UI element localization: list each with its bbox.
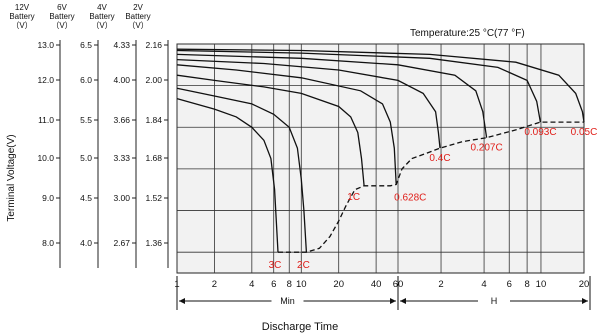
- y-axis-tick-label: 3.66: [113, 115, 130, 125]
- curve-label: 3C: [269, 260, 282, 271]
- y-axis-tick-label: 5.0: [80, 153, 92, 163]
- x-axis-tick-label: 2: [438, 279, 443, 290]
- discharge-curve: [176, 58, 441, 149]
- y-axis-tick-label: 1.84: [145, 115, 162, 125]
- y-axis-title: Terminal Voltage(V): [6, 134, 17, 221]
- y-axis-tick-label: 12.0: [37, 75, 54, 85]
- y-axis-header: 4V: [97, 3, 107, 12]
- x-axis: 124681020406024681020MinH: [174, 276, 591, 310]
- y-axis-tick-label: 10.0: [37, 153, 54, 163]
- x-axis-tick-label: 6: [507, 279, 512, 290]
- curve-label: 2C: [297, 260, 310, 271]
- curve-label: 1C: [347, 192, 360, 203]
- y-axis-header: （V）: [51, 21, 72, 30]
- discharge-curves: [176, 48, 585, 253]
- y-axis-tick-label: 4.33: [113, 40, 130, 50]
- discharge-curve: [176, 53, 488, 138]
- min-bracket-label: Min: [280, 296, 295, 306]
- curve-label: 0.628C: [394, 193, 426, 204]
- y-axis-tick-label: 3.33: [113, 153, 130, 163]
- min-bracket-arrow-left: [179, 298, 185, 304]
- y-axis-tick-label: 11.0: [38, 115, 54, 125]
- y-axis-tick-label: 3.00: [113, 193, 130, 203]
- y-axis-header: （V）: [91, 21, 112, 30]
- y-axis-tick-label: 4.5: [80, 193, 92, 203]
- curve-label: 0.4C: [429, 153, 450, 164]
- y-axis-tick-label: 4.00: [113, 75, 130, 85]
- plot-area: [176, 43, 585, 274]
- y-axis-header: 6V: [57, 3, 67, 12]
- x-axis-tick-label: 6: [271, 279, 276, 290]
- y-axis-tick-label: 2.67: [113, 238, 130, 248]
- curve-label: 0.05C: [571, 127, 598, 138]
- y-axis-tick-label: 9.0: [42, 193, 54, 203]
- x-axis-tick-label: 2: [212, 279, 217, 290]
- curve-label: 0.093C: [524, 127, 556, 138]
- y-axis-header: （V）: [127, 21, 148, 30]
- cutoff-voltage-curve: [278, 121, 584, 253]
- y-axis-header: 2V: [133, 3, 143, 12]
- min-bracket-arrow-right: [390, 298, 396, 304]
- grid-lines: [176, 43, 585, 273]
- y-axis-tick-label: 6.5: [80, 40, 92, 50]
- y-axis-header: （V）: [11, 21, 32, 30]
- discharge-curve: [176, 64, 397, 185]
- x-axis-tick-label: 20: [333, 279, 344, 290]
- discharge-curve: [176, 49, 542, 123]
- y-axis-tick-label: 2.16: [145, 40, 162, 50]
- y-axis-header: 12V: [15, 3, 30, 12]
- discharge-curve: [176, 48, 585, 123]
- x-axis-tick-label: 10: [536, 279, 547, 290]
- x-axis-tick-label: 10: [296, 279, 307, 290]
- y-axis-header: Battery: [89, 12, 114, 21]
- y-axis-tick-label: 8.0: [42, 238, 54, 248]
- y-axis-header: Battery: [125, 12, 150, 21]
- x-axis-title: Discharge Time: [262, 321, 338, 333]
- y-axis-tick-label: 1.52: [145, 193, 162, 203]
- x-axis-tick-label: 4: [249, 279, 254, 290]
- y-axes: 12VBattery（V）13.012.011.010.09.08.06VBat…: [9, 3, 169, 268]
- x-axis-tick-label: 20: [579, 279, 590, 290]
- discharge-curve: [176, 87, 308, 253]
- y-axis-tick-label: 1.36: [145, 238, 162, 248]
- y-axis-tick-label: 2.00: [145, 75, 162, 85]
- discharge-curve: [176, 74, 365, 186]
- y-axis-tick-label: 1.68: [145, 153, 162, 163]
- x-axis-tick-label: 4: [481, 279, 486, 290]
- temperature-annotation: Temperature:25 °C(77 °F): [410, 28, 525, 39]
- y-axis-header: Battery: [9, 12, 34, 21]
- discharge-curve: [176, 97, 279, 253]
- y-axis-tick-label: 4.0: [80, 238, 92, 248]
- hour-bracket-label: H: [491, 296, 498, 306]
- curve-labels: 3C 2C 1C 0.628C 0.4C 0.207C 0.093C 0.05C: [269, 127, 598, 271]
- y-axis-header: Battery: [49, 12, 74, 21]
- x-axis-tick-label: 8: [524, 279, 529, 290]
- y-axis-tick-label: 5.5: [80, 115, 92, 125]
- x-axis-tick-label: 8: [287, 279, 292, 290]
- curve-label: 0.207C: [470, 143, 502, 154]
- y-axis-tick-label: 13.0: [37, 40, 54, 50]
- x-axis-tick-label: 40: [371, 279, 382, 290]
- y-axis-tick-label: 6.0: [80, 75, 92, 85]
- hour-bracket-arrow-left: [400, 298, 406, 304]
- hour-bracket-arrow-right: [582, 298, 588, 304]
